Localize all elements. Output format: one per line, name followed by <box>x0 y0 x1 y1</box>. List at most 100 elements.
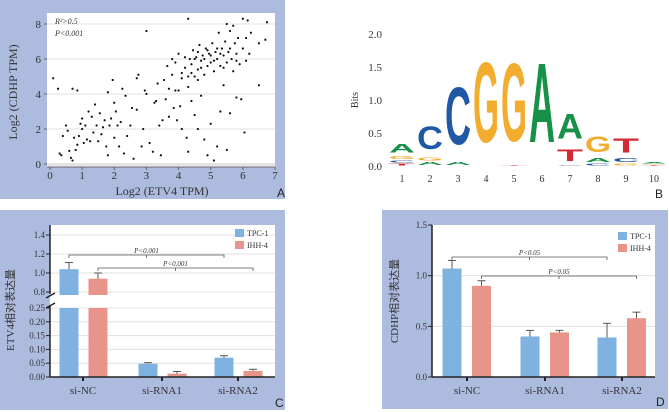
logo-letter-A: A <box>417 162 443 167</box>
scatter-point <box>122 152 126 155</box>
panel-label-b: B <box>655 187 663 201</box>
scatter-point <box>243 131 246 134</box>
scatter-point <box>206 154 209 157</box>
legend-swatch-tpc-1 <box>618 232 627 240</box>
scatter-point <box>209 61 212 64</box>
bar-tpc-1 <box>214 357 234 377</box>
scatter-point <box>130 106 134 110</box>
scatter-point <box>183 56 187 59</box>
scatter-point <box>77 134 81 138</box>
scatter-point <box>108 124 111 127</box>
panel-c-axis-break-gap <box>51 295 275 306</box>
logo-letter-G: G <box>585 133 611 158</box>
scatter-point <box>240 98 243 101</box>
legend-swatch-ihh-4 <box>235 241 244 249</box>
scatter-point <box>140 145 143 148</box>
panel-d-ytick-label: 1.5 <box>416 220 428 230</box>
logo-letter-G: G <box>501 40 527 165</box>
scatter-point <box>235 59 238 62</box>
logo-letter-C: C <box>613 157 639 163</box>
scatter-point <box>172 106 175 110</box>
logo-letter-G: G <box>389 155 415 160</box>
scatter-point <box>241 47 244 50</box>
scatter-point <box>180 127 183 131</box>
panel-a-xtick-label: 4 <box>176 170 182 182</box>
scatter-point <box>106 154 109 157</box>
panel-c-ytick-label: 1.4 <box>34 230 46 240</box>
bar-tpc-1 <box>138 363 158 377</box>
scatter-point <box>232 24 235 27</box>
scatter-point <box>171 57 174 61</box>
scatter-point <box>206 49 209 52</box>
scatter-point <box>180 77 183 80</box>
panel-c-ytick-label: 0.15 <box>29 331 45 341</box>
scatter-point <box>193 57 196 61</box>
scatter-point <box>79 122 82 125</box>
logo-letter-C: C <box>585 163 611 166</box>
scatter-point <box>212 70 216 73</box>
scatter-point <box>148 141 151 145</box>
scatter-point <box>244 59 248 62</box>
panel-b-position-label: 8 <box>596 174 601 185</box>
panel-c-axis-break-mark <box>45 302 56 309</box>
panel-b-ytick-label: 2.0 <box>368 29 382 41</box>
panel-b-ytick-label: 0.0 <box>368 161 382 173</box>
scatter-point <box>143 89 146 92</box>
scatter-point <box>69 156 72 159</box>
panel-c-ytick-label: 0.10 <box>29 344 45 354</box>
scatter-point <box>199 59 203 62</box>
panel-a-annotation-p: P<0.001 <box>54 29 83 38</box>
panel-c-significance-bracket <box>68 254 225 258</box>
scatter-point <box>174 89 177 92</box>
scatter-point <box>196 68 199 71</box>
panel-a-xtick-label: 5 <box>208 170 214 182</box>
scatter-point <box>208 52 211 55</box>
scatter-point <box>74 148 77 152</box>
scatter-point <box>201 54 204 57</box>
logo-letter-T: T <box>613 134 639 157</box>
panel-a-xtick-label: 7 <box>272 170 278 182</box>
scatter-point <box>71 87 74 90</box>
scatter-point <box>191 49 195 52</box>
scatter-point <box>174 61 177 64</box>
scatter-point <box>206 64 209 68</box>
scatter-point <box>248 52 251 55</box>
scatter-point <box>222 84 225 87</box>
scatter-point <box>196 127 199 131</box>
panel-c-ytick-label: 1.0 <box>34 268 46 278</box>
scatter-point <box>126 134 129 138</box>
panel-b-position-label: 3 <box>456 174 461 185</box>
scatter-point <box>163 78 166 82</box>
scatter-point <box>190 99 193 103</box>
scatter-point <box>187 85 190 89</box>
scatter-point <box>56 87 60 90</box>
scatter-point <box>249 31 252 34</box>
panel-a-plot-area <box>47 13 275 167</box>
scatter-point <box>244 36 248 40</box>
panel-d-ylabel: CDHP相对表达量 <box>387 259 401 343</box>
panel-c-ytick-label: 0.00 <box>29 372 45 382</box>
scatter-point <box>228 47 232 50</box>
scatter-point <box>61 134 64 138</box>
scatter-point <box>175 119 179 122</box>
logo-letter-A: A <box>445 162 471 167</box>
scatter-point <box>52 77 55 80</box>
logo-letter-T: T <box>557 146 583 164</box>
scatter-point <box>73 136 76 139</box>
panel-a-ytick-label: 0 <box>36 159 42 171</box>
scatter-point <box>97 140 100 143</box>
panel-c-significance-label: P<0.001 <box>162 260 188 268</box>
scatter-point <box>232 70 235 73</box>
scatter-point <box>216 57 219 61</box>
scatter-point <box>214 50 217 54</box>
panel-a-xtick-label: 1 <box>79 170 85 182</box>
logo-letter-C: C <box>417 121 443 157</box>
scatter-point <box>217 31 220 34</box>
logo-letter-C: C <box>445 72 471 163</box>
logo-letter-A: A <box>557 107 583 147</box>
panel-c-ytick-label: 0.20 <box>29 317 45 327</box>
logo-letter-G: G <box>613 163 639 166</box>
scatter-point <box>113 101 116 104</box>
scatter-point <box>100 133 103 136</box>
scatter-point <box>209 122 212 125</box>
